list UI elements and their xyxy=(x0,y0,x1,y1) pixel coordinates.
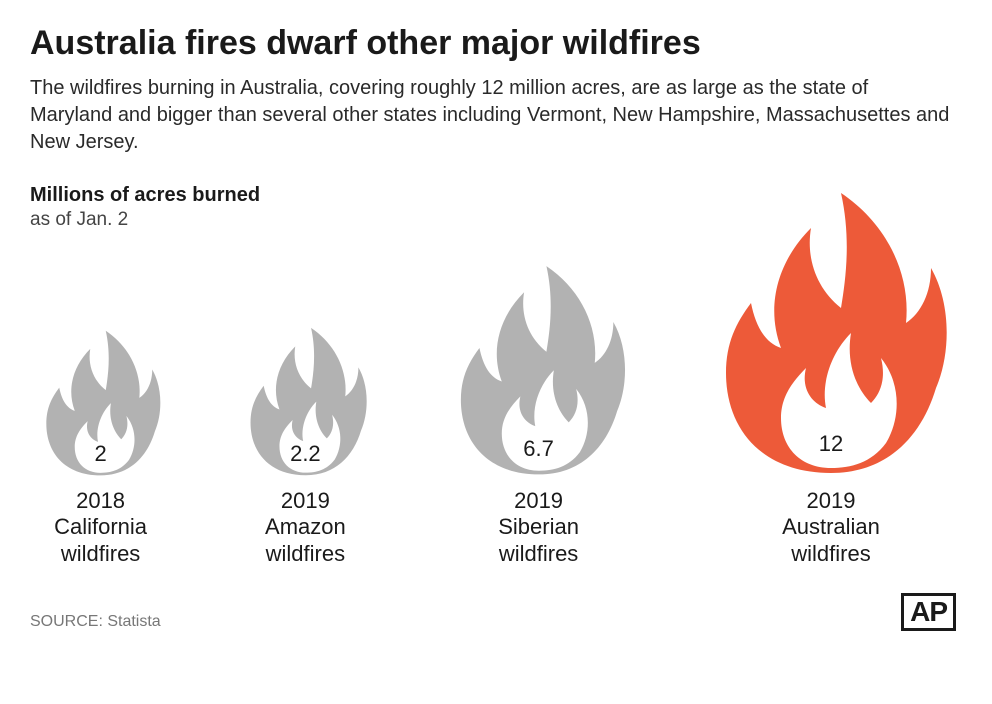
fire-item: 2.2 2019Amazonwildfires xyxy=(240,237,372,567)
fire-value: 2.2 xyxy=(290,441,321,467)
flame-icon: 2.2 xyxy=(240,320,372,478)
fire-label-year: 2019 xyxy=(807,488,856,513)
fire-label-region: Australian xyxy=(782,514,880,539)
fire-item: 6.7 2019Siberianwildfires xyxy=(446,237,632,567)
fire-label: 2019Australianwildfires xyxy=(782,488,880,567)
fire-value: 6.7 xyxy=(523,436,554,462)
fire-value: 2 xyxy=(94,441,106,467)
source-text: SOURCE: Statista xyxy=(30,613,161,631)
fire-label-year: 2018 xyxy=(76,488,125,513)
chart-title: Australia fires dwarf other major wildfi… xyxy=(30,24,962,63)
fire-label-word: wildfires xyxy=(61,541,140,566)
flame-icon: 2 xyxy=(36,323,165,478)
fire-label: 2019Amazonwildfires xyxy=(265,488,346,567)
chart-subtitle: The wildfires burning in Australia, cove… xyxy=(30,75,950,156)
fire-label-year: 2019 xyxy=(514,488,563,513)
fire-label-region: California xyxy=(54,514,147,539)
fire-label: 2018Californiawildfires xyxy=(54,488,147,567)
fire-value: 12 xyxy=(819,431,843,457)
fire-item: 2 2018Californiawildfires xyxy=(36,237,165,567)
fire-label-word: wildfires xyxy=(791,541,870,566)
fire-label-word: wildfires xyxy=(499,541,578,566)
footer: SOURCE: Statista AP xyxy=(30,593,962,631)
fire-label-region: Siberian xyxy=(498,514,579,539)
flame-icon: 12 xyxy=(706,178,956,478)
fire-label-year: 2019 xyxy=(281,488,330,513)
fire-label-word: wildfires xyxy=(266,541,345,566)
fire-item: 12 2019Australianwildfires xyxy=(706,237,956,567)
fire-label-region: Amazon xyxy=(265,514,346,539)
flame-icon: 6.7 xyxy=(446,255,632,478)
fire-label: 2019Siberianwildfires xyxy=(498,488,579,567)
wildfire-pictogram-chart: 22018Californiawildfires 2.22019Amazonwi… xyxy=(30,237,962,567)
ap-logo: AP xyxy=(901,593,956,631)
